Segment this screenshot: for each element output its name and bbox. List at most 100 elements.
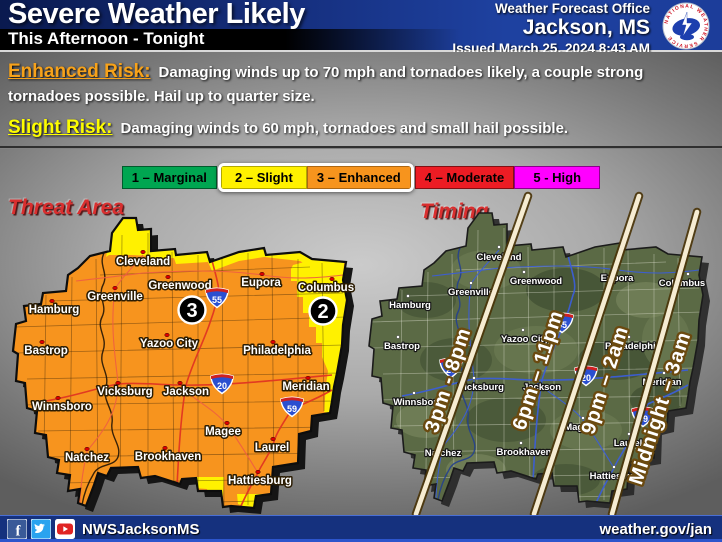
city-label: Yazoo City xyxy=(140,338,199,350)
svg-text:59: 59 xyxy=(287,404,297,414)
city-dot xyxy=(497,245,501,249)
city-label: Jackson xyxy=(163,386,209,398)
city-label: Greenwood xyxy=(148,280,211,292)
city-dot xyxy=(224,421,230,425)
highway-line xyxy=(531,246,576,503)
city-label: Hamburg xyxy=(389,300,431,311)
legend-item-high: 5 - High xyxy=(514,166,601,189)
svg-text:20: 20 xyxy=(217,381,227,391)
city-dot xyxy=(521,328,525,332)
city-label: Greenwood xyxy=(510,276,562,287)
slight-risk-label: Slight Risk: xyxy=(8,117,113,138)
city-dot xyxy=(627,335,631,339)
city-label: Vicksburg xyxy=(458,382,504,393)
city-dot xyxy=(270,340,276,344)
page-title: Severe Weather Likely xyxy=(8,0,305,30)
issued-timestamp: Issued March 25, 2024 8:43 AM xyxy=(452,40,650,56)
city-dot xyxy=(164,333,170,337)
legend-item-moderate: 4 – Moderate xyxy=(414,166,515,189)
city-dot xyxy=(140,250,146,254)
legend-item-enhanced: 3 – Enhanced xyxy=(306,166,411,189)
office-location: Jackson, MS xyxy=(522,16,650,40)
city-dot xyxy=(177,381,183,385)
city-dot xyxy=(412,391,416,395)
svg-text:3: 3 xyxy=(186,300,197,322)
office-block: Weather Forecast Office Jackson, MS Issu… xyxy=(452,1,650,56)
city-dot xyxy=(39,340,45,344)
enhanced-risk-text: Damaging winds up to 70 mph and tornadoe… xyxy=(8,64,644,105)
highway-line xyxy=(535,381,615,469)
enhanced-risk-summary: Enhanced Risk: Damaging winds up to 70 mp… xyxy=(8,58,714,107)
highway-line xyxy=(45,374,333,402)
threat-area-map: Cleveland Greenwood Eupora Columbus Greenvil… xyxy=(11,216,356,514)
city-dot xyxy=(305,376,311,380)
city-label: Laurel xyxy=(255,442,290,454)
city-label: Cleveland xyxy=(116,256,170,268)
city-dot xyxy=(165,275,171,279)
city-dot xyxy=(270,437,276,441)
svg-text:55: 55 xyxy=(212,295,222,305)
city-label: Eupora xyxy=(241,277,281,289)
city-label: Vicksburg xyxy=(97,386,152,398)
city-label: Greenville xyxy=(448,287,494,298)
city-dot xyxy=(406,294,410,298)
highway-line xyxy=(431,265,700,277)
interstate-shield: 55 xyxy=(205,287,229,309)
twitter-icon xyxy=(31,519,51,539)
city-dot xyxy=(581,416,585,420)
legend-item-marginal: 1 – Marginal xyxy=(121,166,217,189)
city-label: Philadelphia xyxy=(243,345,311,357)
nws-logo-icon: NATIONAL WEATHER SERVICE xyxy=(662,2,710,50)
city-label: Brookhaven xyxy=(135,451,201,463)
city-label: Hamburg xyxy=(29,304,79,316)
facebook-icon: f xyxy=(7,519,27,539)
city-label: Brookhaven xyxy=(497,447,552,458)
city-label: Bastrop xyxy=(384,341,420,352)
city-dot xyxy=(84,447,90,451)
body-background: Enhanced Risk: Damaging winds up to 70 mp… xyxy=(0,52,722,519)
city-dot xyxy=(522,270,526,274)
interstate-shield: 55 xyxy=(550,312,574,334)
city-dot xyxy=(686,272,690,276)
interstate-shield: 59 xyxy=(280,396,304,418)
city-dot xyxy=(519,441,523,445)
city-label: Philadelphia xyxy=(605,341,662,352)
city-dot xyxy=(55,396,61,400)
city-label: Magee xyxy=(564,422,594,433)
city-label: Winnsboro xyxy=(32,401,92,413)
svg-text:f: f xyxy=(16,524,22,540)
city-label: Greenville xyxy=(87,291,143,303)
highway-line xyxy=(179,386,259,474)
svg-text:20: 20 xyxy=(581,373,591,383)
slight-risk-zone xyxy=(291,260,347,413)
highway-line xyxy=(401,369,689,397)
svg-text:20: 20 xyxy=(446,365,456,375)
legend-item-slight: 2 – Slight xyxy=(220,166,307,189)
city-dot xyxy=(49,299,55,303)
city-dot xyxy=(112,286,118,290)
city-label: Magee xyxy=(205,426,241,438)
city-label: Jackson xyxy=(523,382,561,393)
social-row: f NWSJacksonMS xyxy=(7,519,200,539)
city-dot xyxy=(472,376,476,380)
interstate-shield: 20 xyxy=(439,357,463,379)
city-dot xyxy=(259,272,265,276)
city-label: Natchez xyxy=(65,452,109,464)
city-dot xyxy=(396,335,400,339)
threat-area-title: Threat Area xyxy=(8,196,124,219)
timing-title: Timing xyxy=(420,200,489,223)
city-label: Hattiesburg xyxy=(228,475,292,487)
city-dot xyxy=(329,277,335,281)
risk-legend: 1 – Marginal 2 – Slight 3 – Enhanced 4 –… xyxy=(0,163,722,192)
city-dot xyxy=(115,381,121,385)
city-label: Winnsboro xyxy=(393,397,443,408)
city-dot xyxy=(662,371,666,375)
page-subtitle: This Afternoon - Tonight xyxy=(8,29,205,48)
divider-line xyxy=(0,146,722,149)
city-label: Bastrop xyxy=(24,345,67,357)
svg-text:2: 2 xyxy=(317,301,328,323)
header-banner: Severe Weather Likely This Afternoon - T… xyxy=(0,0,722,56)
slight-risk-text: Damaging winds to 60 mph, tornadoes and … xyxy=(120,120,569,137)
